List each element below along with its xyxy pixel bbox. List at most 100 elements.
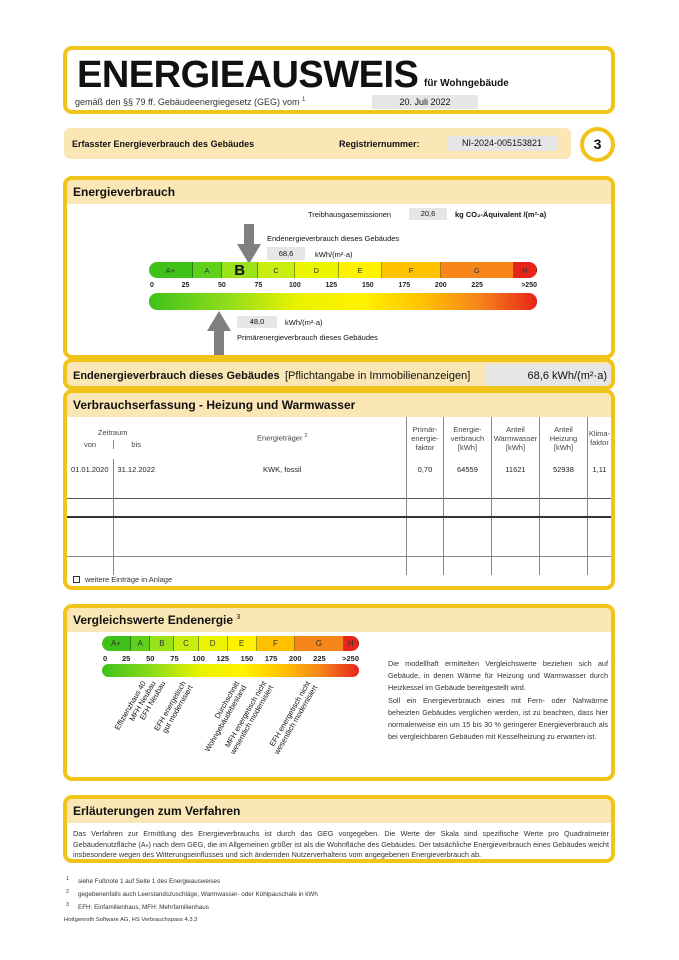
cell-from: 01.01.2020 (70, 464, 109, 474)
primary-energy-unit: kWh/(m²·a) (285, 318, 323, 327)
scale-tick-label: 225 (313, 654, 326, 663)
energy-class-D: D (294, 262, 339, 278)
cell-consumption: 64559 (442, 459, 492, 479)
energy-class-H: H (343, 636, 359, 651)
comparison-gradient-bar (102, 664, 359, 677)
energy-class-C: C (174, 636, 199, 651)
section-title: Energieverbrauch (67, 180, 611, 204)
explanation-section: Erläuterungen zum Verfahren Das Verfahre… (63, 795, 615, 863)
end-energy-value: 68,6 (267, 247, 305, 260)
scale-tick-label: 100 (289, 282, 301, 289)
energy-class-F: F (382, 262, 441, 278)
period-label: Zeitraum (97, 427, 128, 437)
law-date: 20. Juli 2022 (372, 95, 478, 109)
energy-class-E: E (227, 636, 257, 651)
comparison-text: Die modellhaft ermittelten Vergleichswer… (388, 659, 608, 742)
cell-heating: 52938 (538, 459, 588, 479)
section-title: Erläuterungen zum Verfahren (67, 799, 611, 823)
scale-tick-label: 0 (150, 282, 154, 289)
footnotes: 1 siehe Fußnote 1 auf Seite 1 des Energie… (64, 874, 318, 925)
scale-tick-label: 25 (121, 654, 131, 663)
energy-section: Energieverbrauch Treibhausgasemissionen … (63, 176, 615, 359)
period-header: Zeitraum von bis (67, 417, 158, 459)
table-row-empty (67, 498, 611, 517)
scale-tick-label: 75 (254, 282, 263, 289)
cell-carrier: KWK, fossil (263, 464, 302, 474)
primary-energy-arrow-icon (207, 311, 232, 355)
energy-class-scale: A+ A B C D E F G H (149, 262, 537, 278)
comparison-ticks: 0 25 50 75 100 125 150 175 200 225 >250 (102, 654, 359, 664)
scale-ticks: 0 25 50 75 100 125 150 175 200 225 >250 (149, 282, 537, 292)
scale-tick-label: 175 (398, 282, 411, 289)
document-subtitle: für Wohngebäude (424, 78, 509, 89)
section-title: Verbrauchserfassung - Heizung und Warmwa… (67, 393, 611, 417)
law-text-label: gemäß den §§ 79 ff. Gebäudeenergiegesetz… (75, 97, 300, 107)
table-row: 01.01.2020 31.12.2022 KWK, fossil 0,70 6… (67, 459, 611, 479)
footnote: 3 EFH: Einfamilienhaus, MFH: Mehrfamilien… (66, 902, 209, 912)
footnote: 2 gegebenenfalls auch Leerstandszuschläge… (66, 889, 318, 899)
comparison-class-scale: A+ A B C D E F G H (102, 636, 359, 651)
cell-ww: 11621 (490, 459, 540, 479)
scale-tick-label: 175 (264, 654, 278, 663)
cell-climate: 1,11 (586, 459, 611, 479)
checkbox-icon[interactable] (73, 576, 80, 583)
energy-class-A: A (130, 636, 151, 651)
scale-tick-label: 0 (103, 654, 108, 663)
cell-pef: 0,70 (405, 459, 444, 479)
end-energy-arrow-icon (237, 224, 262, 264)
table-row-empty (67, 479, 611, 498)
from-label: von (83, 439, 97, 449)
energy-class-G: G (440, 262, 514, 278)
carrier-header: Energieträger 2 (257, 433, 308, 443)
scale-tick-label: 100 (192, 654, 205, 663)
energy-class-E: E (338, 262, 383, 278)
section-title: Vergleichswerte Endenergie 3 (67, 608, 611, 632)
scale-tick-label: 200 (288, 654, 302, 663)
consumption-section: Verbrauchserfassung - Heizung und Warmwa… (63, 389, 615, 590)
primary-energy-value: 48,0 (237, 316, 277, 328)
more-entries-label: weitere Einträge in Anlage (85, 575, 173, 584)
consumption-table: Zeitraum von bis Energieträger 2 Primär- … (67, 417, 611, 575)
climate-header: Klima- faktor (586, 417, 611, 459)
registration-label: Registriernummer: (339, 139, 420, 149)
ghg-unit: kg CO₂-Äquivalent /(m²·a) (455, 210, 547, 219)
table-header: Zeitraum von bis Energieträger 2 Primär- … (67, 417, 611, 459)
page-number-badge: 3 (580, 127, 615, 162)
ww-header: Anteil Warmwasser [kWh] (490, 417, 540, 459)
footnote-ref: 1 (301, 97, 306, 103)
summary-note: [Pflichtangabe in Immobilienanzeigen] (285, 370, 471, 382)
scale-tick-label: 50 (146, 654, 155, 663)
summary-bar: Endenergieverbrauch dieses Gebäudes [Pfl… (63, 358, 615, 390)
scale-tick-label: 125 (325, 282, 338, 289)
scale-tick-label: >250 (342, 654, 359, 663)
end-energy-unit: kWh/(m²·a) (315, 250, 353, 259)
explanation-text: Das Verfahren zur Ermittlung des Energie… (73, 829, 609, 859)
software-credit: Hottgenroth Software AG, HS Verbrauchspa… (64, 917, 198, 924)
energy-class-G: G (295, 636, 344, 651)
footnote: 1 siehe Fußnote 1 auf Seite 1 des Energie… (66, 876, 221, 886)
summary-value: 68,6 kWh/(m²·a) (485, 364, 611, 386)
scale-tick-label: 150 (240, 654, 254, 663)
end-energy-label: Endenergieverbrauch dieses Gebäudes (267, 234, 400, 243)
reference-labels: Effizienzhaus 40 MFH Neubau EFH Neubau EFH … (102, 680, 359, 777)
law-text: gemäß den §§ 79 ff. Gebäudeenergiegesetz… (75, 97, 305, 107)
energy-class-H: H (513, 262, 537, 278)
primary-energy-label: Primärenergieverbrauch dieses Gebäudes (237, 333, 378, 342)
scale-tick-label: 75 (170, 654, 179, 663)
energy-class-C: C (258, 262, 295, 278)
more-entries-checkbox[interactable]: weitere Einträge in Anlage (73, 575, 172, 584)
scale-tick-label: 25 (181, 282, 190, 289)
energy-class-Aplus: A+ (149, 262, 193, 278)
cell-to: 31.12.2022 (112, 459, 159, 479)
scale-tick-label: >250 (521, 282, 537, 289)
scale-tick-label: 150 (361, 282, 374, 289)
registration-number: NI-2024-005153821 (447, 136, 557, 151)
energy-class-F: F (256, 636, 296, 651)
scale-tick-label: 225 (471, 282, 484, 289)
scale-tick-label: 200 (434, 282, 447, 289)
energy-class-B: B (221, 262, 259, 278)
energy-class-D: D (198, 636, 228, 651)
page-bar-label: Erfasster Energieverbrauch des Gebäudes (72, 139, 255, 149)
heating-header: Anteil Heizung [kWh] (538, 417, 588, 459)
ghg-value: 20,6 (409, 208, 447, 220)
